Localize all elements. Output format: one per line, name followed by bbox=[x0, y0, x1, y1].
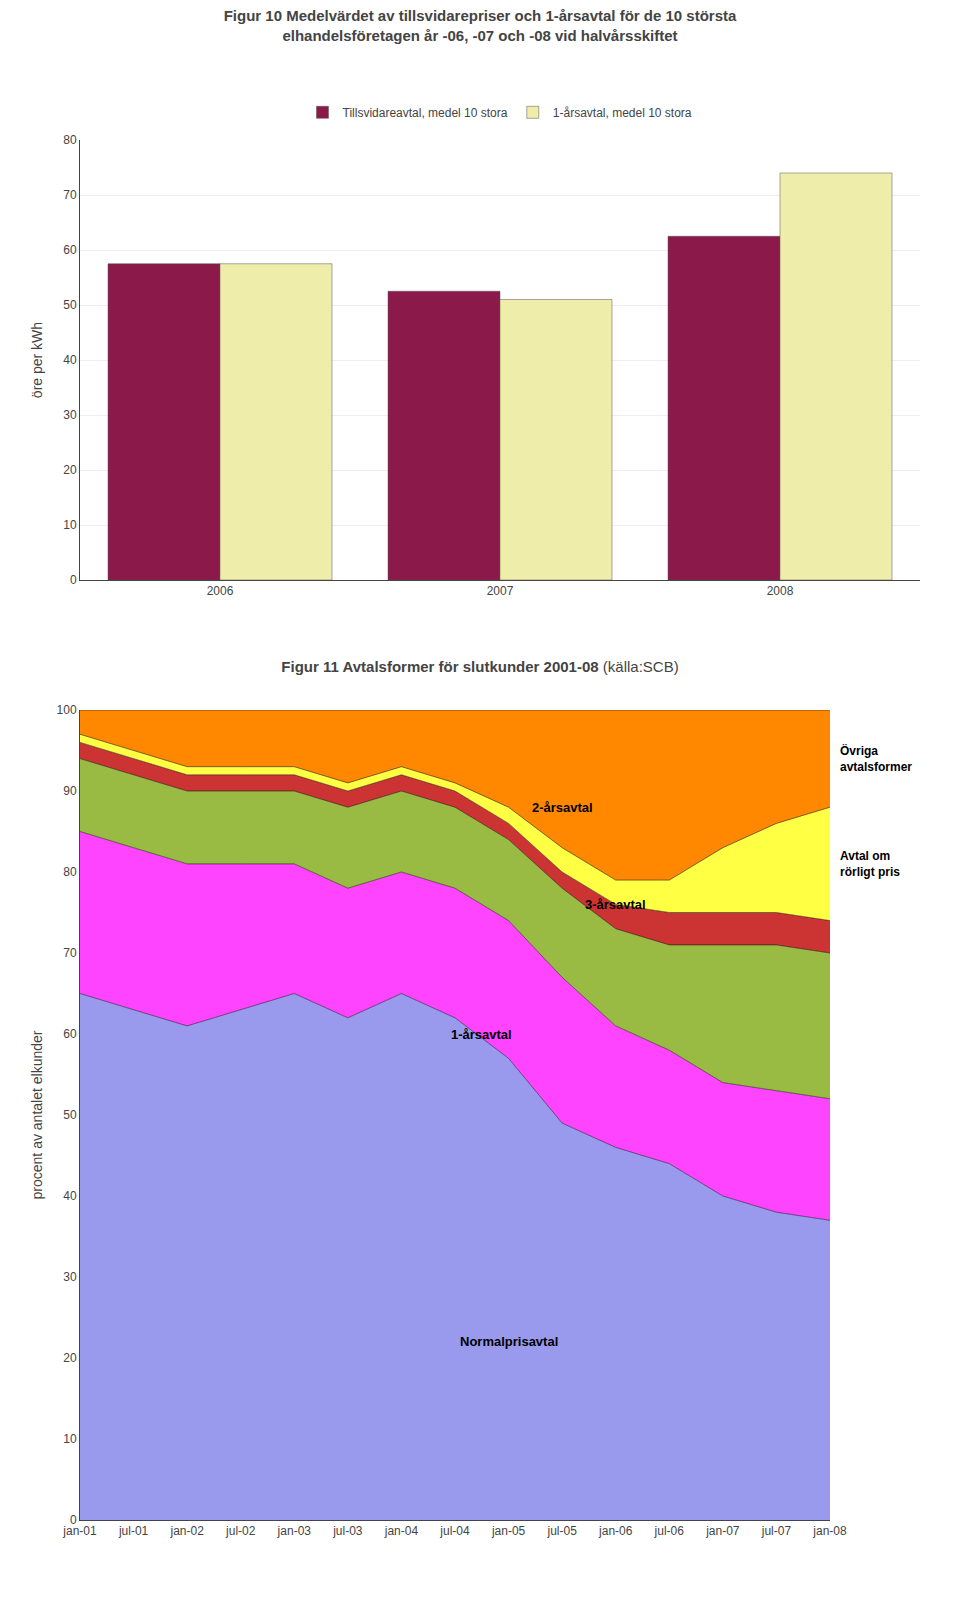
svg-text:2-årsavtal: 2-årsavtal bbox=[532, 800, 593, 815]
svg-text:30: 30 bbox=[63, 1270, 77, 1284]
svg-text:50: 50 bbox=[63, 1108, 77, 1122]
svg-text:0: 0 bbox=[70, 1513, 77, 1527]
svg-text:30: 30 bbox=[63, 408, 77, 422]
svg-text:2007: 2007 bbox=[487, 584, 514, 598]
svg-text:Figur 10 Medelvärdet av tillsv: Figur 10 Medelvärdet av tillsvidareprise… bbox=[224, 7, 737, 44]
svg-text:Tillsvidareavtal, medel 10 sto: Tillsvidareavtal, medel 10 stora bbox=[343, 106, 508, 120]
svg-text:jan-02: jan-02 bbox=[169, 1524, 204, 1538]
svg-text:10: 10 bbox=[63, 518, 77, 532]
svg-text:jul-02: jul-02 bbox=[225, 1524, 256, 1538]
svg-text:jul-04: jul-04 bbox=[439, 1524, 470, 1538]
svg-text:jul-06: jul-06 bbox=[654, 1524, 685, 1538]
svg-text:20: 20 bbox=[63, 1351, 77, 1365]
svg-text:jan-05: jan-05 bbox=[491, 1524, 526, 1538]
svg-text:1-årsavtal: 1-årsavtal bbox=[451, 1027, 512, 1042]
svg-text:1-årsavtal, medel 10 stora: 1-årsavtal, medel 10 stora bbox=[553, 106, 692, 120]
svg-text:jan-04: jan-04 bbox=[384, 1524, 419, 1538]
svg-text:Avtal omrörligt pris: Avtal omrörligt pris bbox=[840, 849, 900, 879]
svg-text:öre per kWh: öre per kWh bbox=[29, 322, 45, 398]
svg-text:Normalprisavtal: Normalprisavtal bbox=[460, 1334, 558, 1349]
svg-text:50: 50 bbox=[63, 298, 77, 312]
svg-text:100: 100 bbox=[57, 703, 77, 717]
svg-text:60: 60 bbox=[63, 1027, 77, 1041]
svg-text:Övrigaavtalsformer: Övrigaavtalsformer bbox=[840, 743, 912, 774]
svg-text:70: 70 bbox=[63, 946, 77, 960]
svg-text:20: 20 bbox=[63, 463, 77, 477]
svg-text:0: 0 bbox=[70, 573, 77, 587]
svg-text:2008: 2008 bbox=[767, 584, 794, 598]
svg-text:jan-08: jan-08 bbox=[812, 1524, 847, 1538]
svg-text:procent av antalet elkunder: procent av antalet elkunder bbox=[29, 1030, 45, 1199]
svg-text:40: 40 bbox=[63, 353, 77, 367]
svg-text:80: 80 bbox=[63, 133, 77, 147]
svg-text:70: 70 bbox=[63, 188, 77, 202]
svg-text:40: 40 bbox=[63, 1189, 77, 1203]
svg-text:jul-03: jul-03 bbox=[332, 1524, 363, 1538]
svg-text:90: 90 bbox=[63, 784, 77, 798]
svg-text:jan-06: jan-06 bbox=[598, 1524, 633, 1538]
svg-text:3-årsavtal: 3-årsavtal bbox=[585, 897, 646, 912]
svg-text:Figur 11 Avtalsformer för slut: Figur 11 Avtalsformer för slutkunder 200… bbox=[281, 658, 678, 675]
svg-text:2006: 2006 bbox=[207, 584, 234, 598]
svg-text:jul-01: jul-01 bbox=[118, 1524, 149, 1538]
svg-text:jul-07: jul-07 bbox=[761, 1524, 792, 1538]
svg-text:jan-07: jan-07 bbox=[705, 1524, 740, 1538]
svg-text:jul-05: jul-05 bbox=[546, 1524, 577, 1538]
svg-text:jan-01: jan-01 bbox=[62, 1524, 97, 1538]
svg-text:80: 80 bbox=[63, 865, 77, 879]
svg-text:60: 60 bbox=[63, 243, 77, 257]
svg-text:jan-03: jan-03 bbox=[277, 1524, 312, 1538]
svg-text:10: 10 bbox=[63, 1432, 77, 1446]
